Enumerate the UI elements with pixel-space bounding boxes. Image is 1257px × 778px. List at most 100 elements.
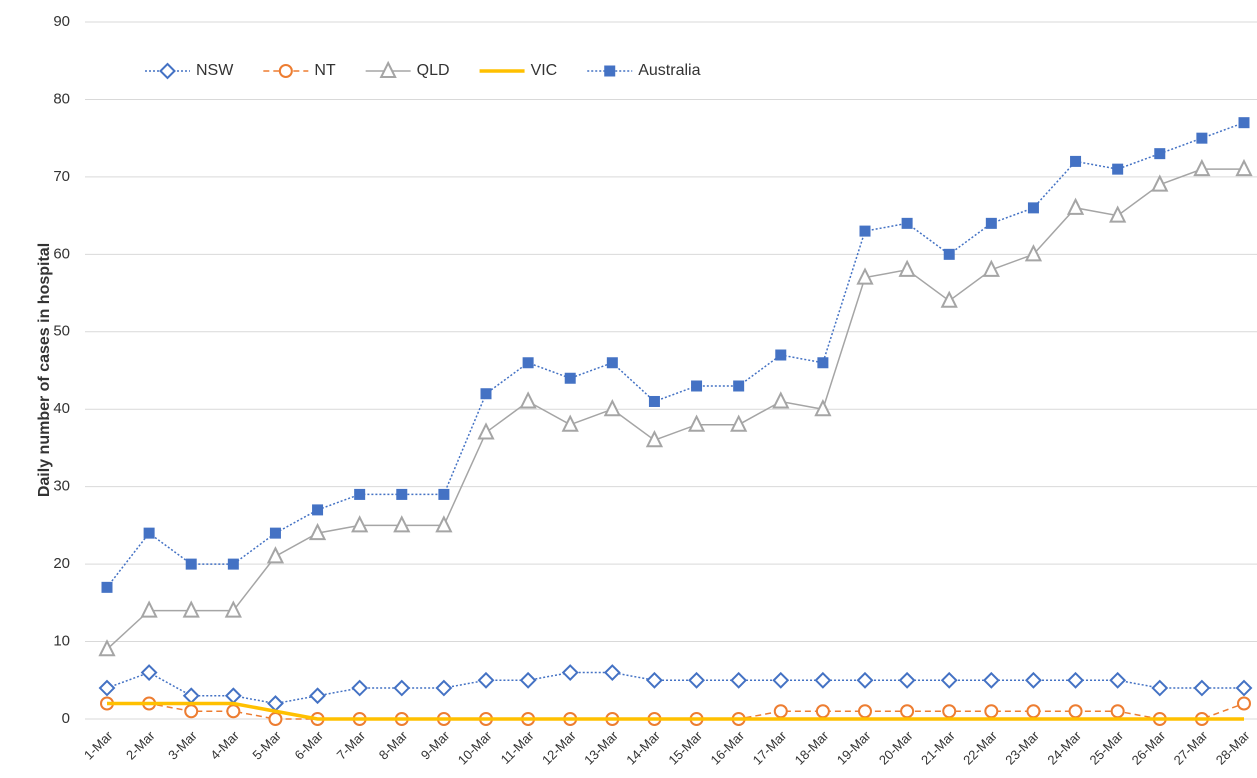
marker xyxy=(604,65,616,77)
marker xyxy=(185,558,197,570)
marker xyxy=(773,704,788,719)
marker xyxy=(772,391,790,409)
marker xyxy=(1026,704,1041,719)
marker xyxy=(856,671,874,689)
marker xyxy=(1151,679,1169,697)
marker xyxy=(224,600,242,618)
marker xyxy=(1070,155,1082,167)
marker xyxy=(1025,671,1042,689)
marker xyxy=(688,671,705,689)
marker xyxy=(224,687,242,705)
marker xyxy=(858,704,872,719)
marker xyxy=(226,704,241,719)
x-tick-label: 16-Mar xyxy=(707,727,747,767)
marker xyxy=(278,64,293,78)
marker xyxy=(309,687,326,705)
x-tick-label: 4-Mar xyxy=(207,727,242,762)
marker xyxy=(815,704,830,719)
marker xyxy=(159,62,176,80)
x-tick-label: 8-Mar xyxy=(376,727,411,762)
marker xyxy=(687,414,706,432)
marker xyxy=(982,259,1000,277)
marker xyxy=(561,414,579,432)
marker xyxy=(1238,117,1250,129)
marker xyxy=(1154,148,1166,160)
marker xyxy=(227,558,239,570)
marker xyxy=(1109,205,1127,223)
marker xyxy=(733,380,745,392)
x-tick-label: 5-Mar xyxy=(249,727,284,762)
marker xyxy=(435,515,453,533)
x-tick-label: 1-Mar xyxy=(81,727,116,762)
marker xyxy=(1193,679,1211,697)
y-tick-label: 70 xyxy=(53,168,70,185)
series-line xyxy=(106,671,1244,705)
x-tick-label: 22-Mar xyxy=(960,727,1000,767)
marker xyxy=(691,380,703,392)
y-tick-label: 40 xyxy=(53,400,70,417)
marker xyxy=(396,488,408,500)
x-tick-label: 26-Mar xyxy=(1129,727,1169,767)
marker xyxy=(730,414,748,432)
marker xyxy=(814,398,832,417)
legend-item: Australia xyxy=(587,62,701,79)
marker xyxy=(1151,174,1169,192)
marker xyxy=(856,267,874,285)
x-tick-label: 9-Mar xyxy=(418,727,453,762)
legend-label: VIC xyxy=(531,62,558,79)
marker xyxy=(606,357,618,369)
marker xyxy=(182,600,200,618)
marker xyxy=(393,515,411,533)
y-tick-label: 0 xyxy=(62,710,70,727)
marker xyxy=(564,372,576,384)
marker xyxy=(98,639,116,657)
series-line xyxy=(106,121,1245,588)
marker xyxy=(438,488,450,500)
marker xyxy=(143,527,155,539)
marker xyxy=(984,704,999,719)
y-tick-label: 20 xyxy=(53,555,70,572)
marker xyxy=(393,679,411,697)
y-axis-label: Daily number of cases in hospital xyxy=(36,243,53,497)
y-tick-label: 30 xyxy=(53,478,70,495)
marker xyxy=(898,671,916,689)
marker xyxy=(1068,704,1083,719)
marker xyxy=(1235,679,1253,697)
x-tick-label: 19-Mar xyxy=(834,727,874,767)
legend-item: NSW xyxy=(145,62,234,80)
marker xyxy=(943,248,955,260)
marker xyxy=(775,349,787,361)
marker xyxy=(942,704,957,719)
x-tick-label: 11-Mar xyxy=(498,727,538,767)
x-tick-label: 18-Mar xyxy=(792,727,832,767)
marker xyxy=(519,671,537,689)
x-tick-label: 7-Mar xyxy=(334,727,369,762)
marker xyxy=(603,398,621,417)
marker xyxy=(267,695,284,712)
marker xyxy=(1193,158,1211,177)
x-tick-label: 13-Mar xyxy=(581,727,621,767)
marker xyxy=(1024,244,1043,262)
x-tick-label: 21-Mar xyxy=(918,727,958,767)
legend-item: VIC xyxy=(479,62,558,79)
x-tick-label: 23-Mar xyxy=(1002,727,1042,767)
marker xyxy=(140,664,158,681)
marker xyxy=(477,671,495,689)
x-tick-label: 14-Mar xyxy=(623,727,663,767)
series-line xyxy=(107,702,1245,720)
marker xyxy=(561,664,579,681)
marker xyxy=(940,671,958,689)
marker xyxy=(351,679,369,697)
y-tick-label: 90 xyxy=(53,13,70,30)
marker xyxy=(772,671,790,689)
marker xyxy=(312,504,324,516)
marker xyxy=(901,217,913,229)
y-tick-label: 50 xyxy=(53,323,70,340)
marker xyxy=(351,515,369,533)
marker xyxy=(1112,163,1124,175)
marker xyxy=(266,546,285,564)
marker xyxy=(603,664,621,681)
legend-label: NSW xyxy=(196,62,234,79)
marker xyxy=(1067,671,1084,689)
x-tick-label: 17-Mar xyxy=(750,727,790,767)
